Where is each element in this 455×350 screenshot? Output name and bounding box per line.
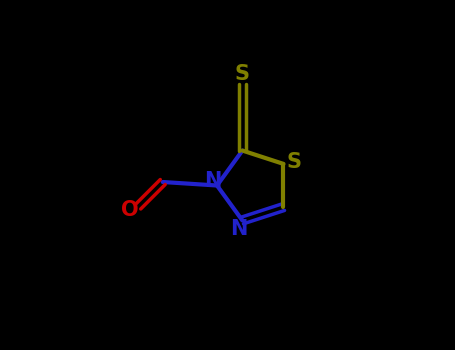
- Text: S: S: [287, 152, 302, 172]
- Text: N: N: [204, 171, 222, 191]
- Text: O: O: [121, 200, 138, 220]
- Text: N: N: [230, 219, 248, 239]
- Text: S: S: [235, 64, 250, 84]
